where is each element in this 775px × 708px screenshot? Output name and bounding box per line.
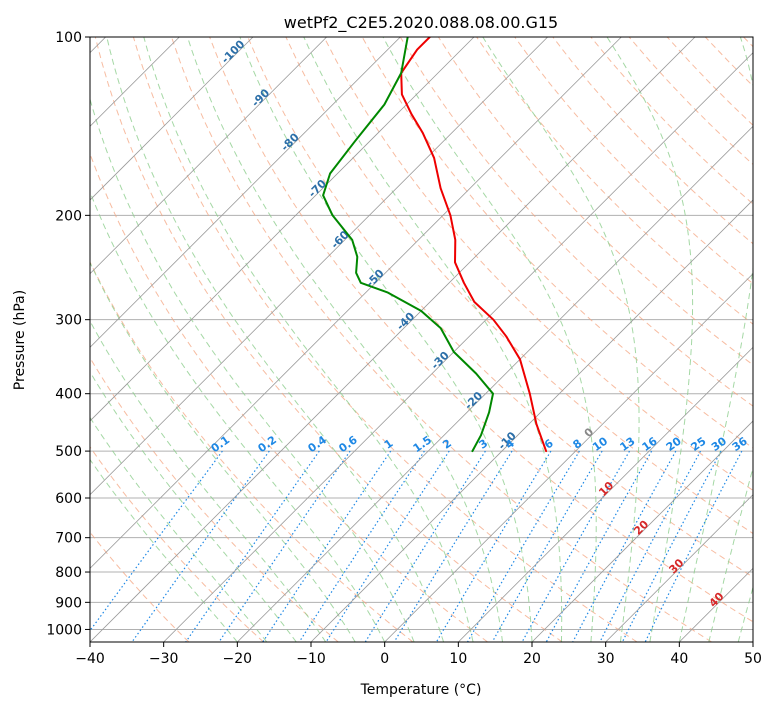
x-tick-label: 20: [523, 651, 541, 667]
isotherm-line: [237, 125, 753, 642]
dry-adiabat-line: [285, 37, 753, 535]
isotherm-line: [90, 37, 401, 348]
dry-adiabat-line: [209, 37, 753, 623]
moist-adiabat-line: [187, 37, 503, 642]
isotherm-line: [90, 37, 548, 496]
dry-adiabat-line: [132, 37, 638, 642]
temperature-profile-line: [400, 37, 548, 453]
dewpoint-profile-line: [322, 37, 494, 453]
isotherm-line: [384, 273, 753, 642]
mixing-ratio-line: [218, 450, 351, 642]
y-tick-label: 700: [55, 531, 82, 547]
dry-adiabat-line: [476, 37, 753, 325]
mixing-ratio-line: [621, 450, 722, 642]
mixing-ratio-line: [298, 450, 425, 642]
plot-frame: [89, 36, 754, 643]
moist-adiabat-line: [90, 320, 327, 642]
moist-adiabat-line: [382, 37, 597, 642]
x-tick-label: −40: [75, 651, 105, 667]
y-tick-label: 1000: [46, 622, 82, 638]
x-tick-label: −10: [296, 651, 326, 667]
dry-adiabat-line: [90, 356, 339, 642]
dry-adiabat-line: [90, 446, 264, 642]
moist-adiabat-line: [239, 37, 533, 642]
x-axis-title: Temperature (°C): [360, 682, 482, 698]
y-axis-title: Pressure (hPa): [12, 290, 28, 390]
moist-adiabat-line: [708, 465, 753, 642]
moist-adiabat-line: [90, 261, 356, 642]
moist-adiabat-line: [143, 37, 474, 642]
mixing-ratio-line: [262, 450, 392, 642]
dry-adiabat-line: [514, 37, 753, 285]
isotherm-line: [458, 346, 753, 642]
y-tick-label: 900: [55, 595, 82, 611]
x-tick-label: 10: [449, 651, 467, 667]
isotherm-line: [90, 37, 475, 422]
x-tick-label: −30: [149, 651, 179, 667]
y-tick-label: 600: [55, 491, 82, 507]
moist-adiabat-line: [482, 37, 640, 642]
mixing-ratio-line: [545, 450, 653, 642]
isotherm-line: [605, 494, 753, 642]
isotherm-line: [90, 37, 696, 642]
isotherm-line: [752, 641, 753, 642]
moist-adiabat-line: [90, 416, 268, 642]
y-tick-label: 500: [55, 444, 82, 460]
y-tick-label: 400: [55, 387, 82, 403]
moist-adiabat-line: [90, 458, 238, 642]
y-tick-label: 800: [55, 565, 82, 581]
mixing-ratio-line: [599, 450, 702, 642]
isotherm-line: [90, 37, 622, 569]
moist-adiabat-line: [303, 37, 563, 642]
isotherm-line: [90, 37, 327, 275]
mixing-ratio-line: [185, 450, 320, 642]
dry-adiabat-line: [90, 260, 414, 642]
x-tick-label: 0: [380, 651, 389, 667]
isotherm-line: [310, 199, 753, 642]
x-tick-label: −20: [223, 651, 253, 667]
y-tick-label: 100: [55, 30, 82, 46]
dry-adiabat-line: [94, 37, 563, 642]
moist-adiabat-line: [90, 370, 297, 642]
moist-adiabat-line: [90, 190, 386, 642]
x-tick-label: 30: [597, 651, 615, 667]
dry-adiabat-line: [247, 37, 753, 578]
mixing-ratio-line: [521, 450, 631, 642]
chart-title: wetPf2_C2E5.2020.088.08.00.G15: [284, 13, 558, 33]
mixing-ratio-line: [491, 450, 603, 642]
plot-background: [90, 37, 753, 642]
y-tick-label: 300: [55, 313, 82, 329]
isotherm-line: [163, 52, 753, 642]
mixing-ratio-line: [644, 450, 743, 642]
isotherm-line: [90, 37, 254, 201]
moist-adiabat-line: [106, 37, 445, 642]
mixing-ratio-line: [572, 450, 677, 642]
moist-adiabat-line: [606, 37, 694, 642]
mixing-ratio-line: [90, 450, 223, 632]
x-tick-label: 40: [670, 651, 688, 667]
y-tick-label: 200: [55, 208, 82, 224]
dry-adiabat-line: [171, 37, 712, 642]
isotherm-line: [531, 420, 753, 642]
moist-adiabat-line: [737, 585, 753, 642]
x-tick-label: 50: [744, 651, 762, 667]
moist-adiabat-line: [678, 37, 753, 642]
dry-adiabat-line: [323, 37, 753, 491]
